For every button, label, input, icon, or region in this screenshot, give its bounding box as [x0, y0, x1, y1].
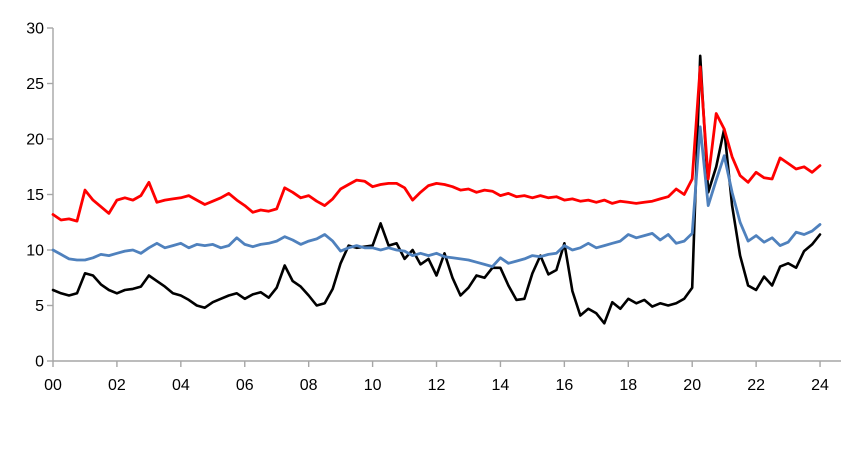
x-tick-label: 14 [492, 377, 510, 394]
x-tick-label: 00 [44, 377, 62, 394]
x-tick-label: 08 [300, 377, 318, 394]
x-tick-label: 18 [619, 377, 637, 394]
france-series-line [51, 65, 822, 223]
x-tick-label: 12 [428, 377, 446, 394]
x-tick-label: 10 [364, 377, 382, 394]
y-tick-label: 15 [26, 187, 44, 204]
x-tick-label: 04 [172, 377, 190, 394]
x-tick-label: 22 [747, 377, 765, 394]
x-tick-label: 02 [108, 377, 126, 394]
y-tick-label: 5 [35, 298, 44, 315]
y-tick-label: 10 [26, 243, 44, 260]
x-tick-label: 06 [236, 377, 254, 394]
x-tick-label: 24 [811, 377, 829, 394]
x-tick-label: 20 [683, 377, 701, 394]
y-tick-label: 30 [26, 21, 44, 38]
x-tick-label: 16 [555, 377, 573, 394]
germany-series-line [51, 125, 822, 269]
y-tick-label: 20 [26, 132, 44, 149]
y-tick-label: 25 [26, 76, 44, 93]
y-tick-label: 0 [35, 354, 44, 371]
chart-legend: UK Household savings rate, % Germany Fra… [0, 425, 852, 449]
savings-chart-svg: 0 5 10 15 20 25 30 00 02 04 06 08 10 12 14 16 18 20 22 24 [26, 21, 841, 394]
uk-series-line [51, 54, 822, 325]
